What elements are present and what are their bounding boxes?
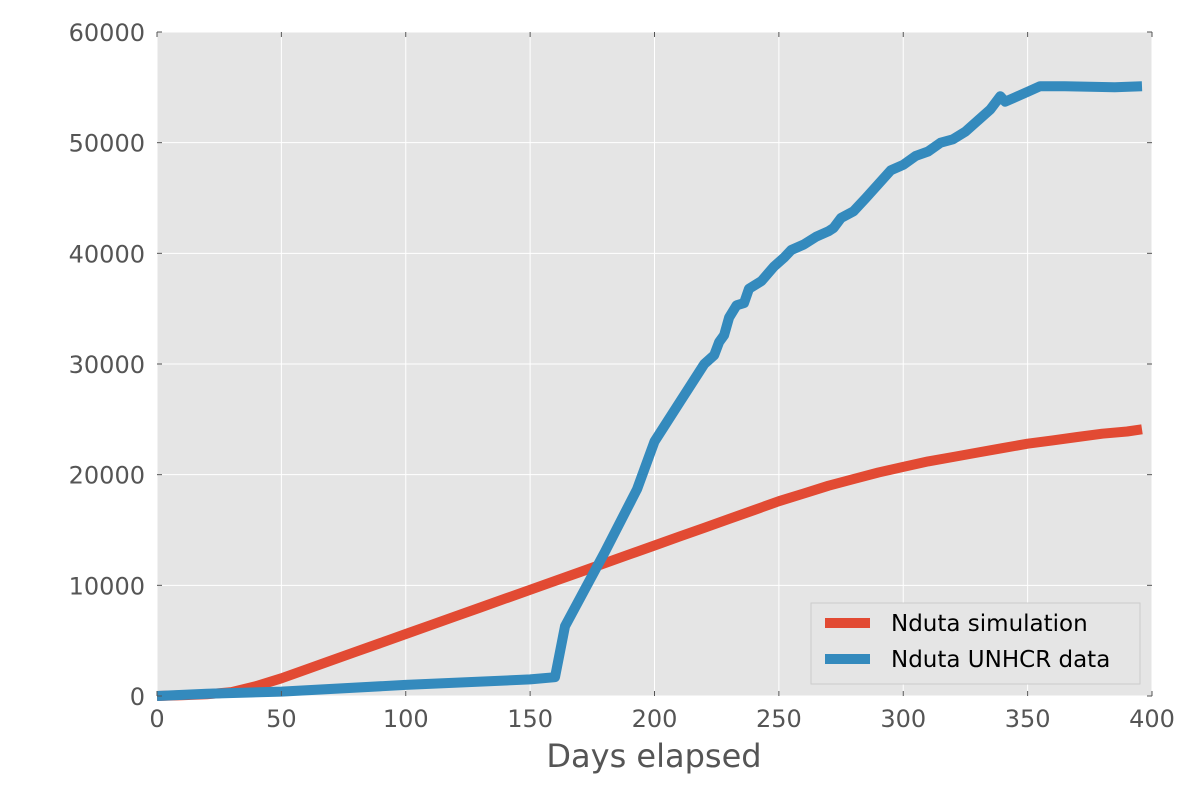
y-tick-label: 40000 [69, 240, 145, 268]
y-tick-label: 50000 [69, 130, 145, 158]
series-line-nduta-unhcr-data [156, 81, 1143, 701]
x-tick-label: 250 [756, 705, 802, 733]
axis-ticks: 0 50 100 150 200 250 300 350 400 0 10000 20000 30000… [69, 19, 1175, 733]
x-tick-label: 300 [880, 705, 926, 733]
legend: Nduta simulation Nduta UNHCR data [810, 602, 1141, 685]
x-tick-label: 350 [1005, 705, 1051, 733]
y-tick-label: 60000 [69, 19, 145, 47]
y-tick-label: 0 [130, 683, 145, 711]
x-tick-label: 100 [383, 705, 429, 733]
legend-label-nduta-simulation: Nduta simulation [891, 611, 1088, 637]
legend-label-nduta-unhcr-data: Nduta UNHCR data [891, 647, 1110, 673]
series-line-nduta-simulation [156, 424, 1143, 701]
y-tick-label: 10000 [69, 572, 145, 600]
x-axis-title: Days elapsed [546, 737, 761, 775]
x-tick-label: 50 [266, 705, 297, 733]
x-tick-label: 150 [507, 705, 553, 733]
x-tick-label: 200 [632, 705, 678, 733]
series-lines [156, 81, 1143, 701]
x-tick-label: 0 [149, 705, 164, 733]
x-tick-label: 400 [1129, 705, 1175, 733]
y-tick-label: 30000 [69, 351, 145, 379]
legend-box [810, 602, 1141, 685]
y-tick-label: 20000 [69, 462, 145, 490]
